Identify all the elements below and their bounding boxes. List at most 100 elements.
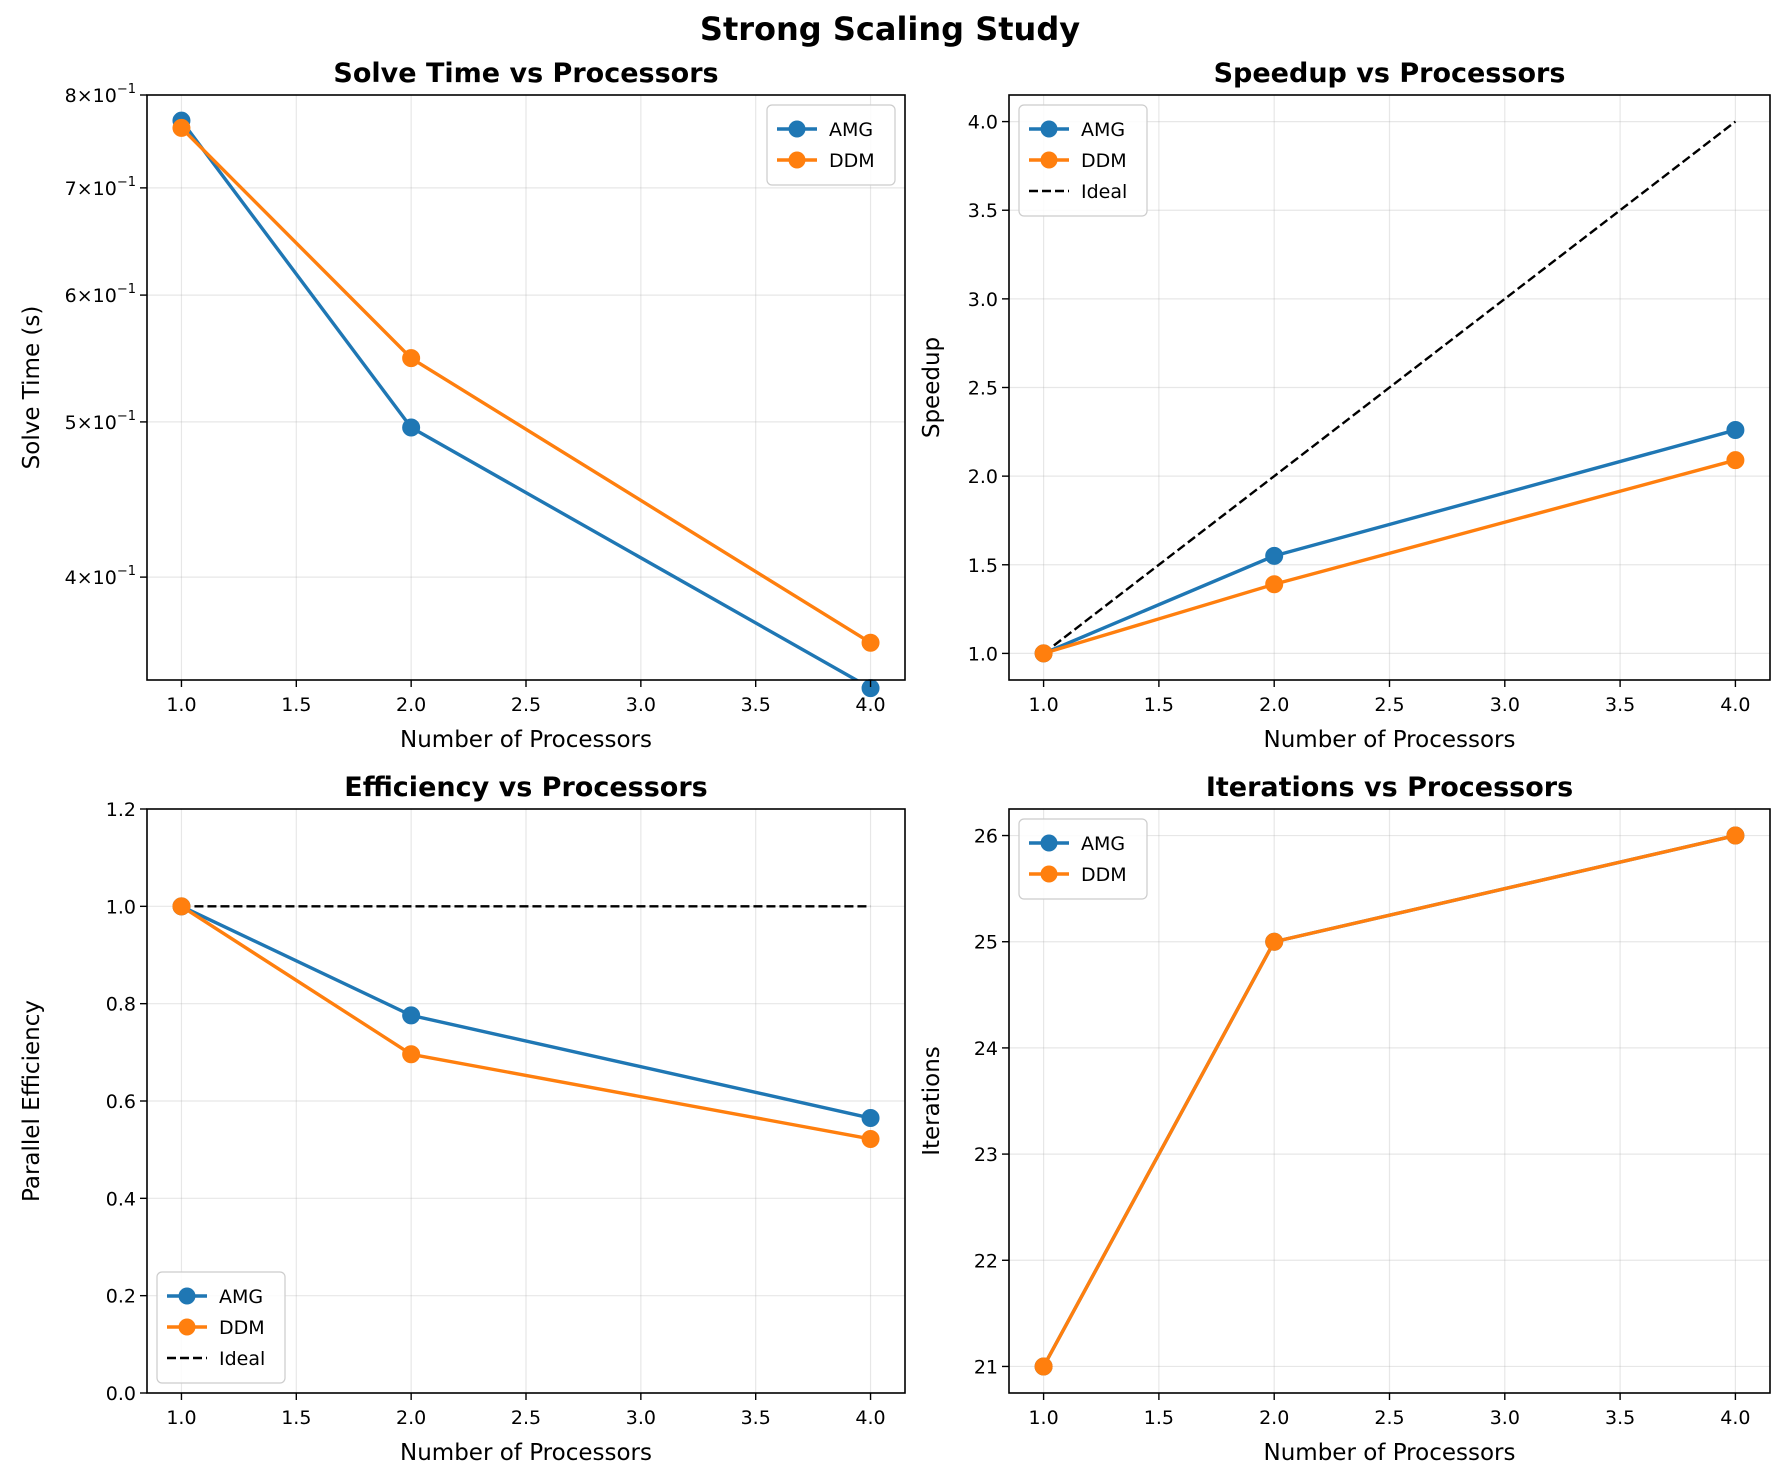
x-tick-label: 3.5 — [1605, 694, 1635, 716]
x-tick-label: 4.0 — [1720, 1407, 1750, 1429]
y-tick-label: 22 — [974, 1250, 998, 1272]
x-tick-label: 1.5 — [1144, 694, 1174, 716]
x-tick-label: 1.0 — [166, 694, 196, 716]
y-tick-label: 0.0 — [106, 1383, 136, 1405]
y-tick-label: 0.6 — [106, 1091, 136, 1113]
legend-label-ddm: DDM — [219, 1317, 265, 1339]
x-tick-label: 2.5 — [1374, 1407, 1404, 1429]
legend-label-ddm: DDM — [1081, 864, 1127, 886]
y-tick-label: 1.0 — [106, 896, 136, 918]
subplots-group: 1.0 1.5 2.0 2.5 3.0 3.5 4.0 4×10−1 5×10−1 6×10−1 7… — [19, 58, 1771, 1466]
y-tick-label: 1.5 — [968, 555, 998, 577]
legend-label-ddm: DDM — [829, 150, 875, 172]
y-tick-label: 24 — [974, 1038, 998, 1060]
y-tick-label: 4.0 — [968, 112, 998, 134]
x-tick-label: 1.5 — [281, 694, 311, 716]
y-tick-label: 0.2 — [106, 1286, 136, 1308]
data-point-ddm — [1034, 644, 1053, 663]
y-tick-label: 1.0 — [968, 643, 998, 665]
x-axis-label: Number of Processors — [1264, 727, 1516, 753]
x-tick-label: 2.0 — [1259, 1407, 1289, 1429]
y-axis-label: Speedup — [919, 337, 945, 438]
x-tick-label: 3.5 — [741, 694, 771, 716]
x-tick-label: 1.0 — [166, 1407, 196, 1429]
x-tick-label: 1.5 — [281, 1407, 311, 1429]
x-tick-label: 3.5 — [1605, 1407, 1635, 1429]
legend-label-ideal: Ideal — [219, 1348, 265, 1370]
y-tick-label: 8×10−1 — [65, 82, 136, 107]
legend-label-amg: AMG — [219, 1286, 263, 1308]
data-point-ddm — [1265, 575, 1284, 594]
x-tick-label: 3.5 — [741, 1407, 771, 1429]
y-tick-label: 6×10−1 — [65, 282, 136, 307]
legend-marker-ddm — [1040, 151, 1058, 169]
figure-title: Strong Scaling Study — [700, 10, 1080, 48]
y-tick-label: 3.0 — [968, 289, 998, 311]
x-tick-label: 1.0 — [1028, 1407, 1058, 1429]
legend-marker-amg — [1040, 120, 1058, 138]
x-axis-label: Number of Processors — [400, 1440, 652, 1466]
data-point-ddm — [861, 1129, 880, 1148]
data-point-ddm — [1726, 826, 1745, 845]
x-tick-label: 3.0 — [626, 694, 656, 716]
subplot-title: Efficiency vs Processors — [344, 772, 707, 803]
x-tick-label: 3.0 — [626, 1407, 656, 1429]
y-tick-label: 21 — [974, 1356, 998, 1378]
plot-p4: 1.0 1.5 2.0 2.5 3.0 3.5 4.0 21 22 23 24 25 26 Iterati… — [919, 772, 1771, 1466]
x-tick-label: 2.0 — [396, 694, 426, 716]
y-tick-label: 23 — [974, 1144, 998, 1166]
legend: AMG DDM — [1018, 818, 1148, 900]
y-tick-label: 0.4 — [106, 1188, 136, 1210]
legend-marker-ddm — [788, 151, 806, 169]
data-point-amg — [402, 1006, 421, 1025]
y-tick-label: 1.2 — [106, 799, 136, 821]
y-tick-label: 25 — [974, 932, 998, 954]
x-tick-label: 2.0 — [396, 1407, 426, 1429]
grid-lines — [1009, 809, 1770, 1393]
data-point-ddm — [1726, 451, 1745, 470]
legend-marker-amg — [178, 1287, 196, 1305]
plot-p2: 1.0 1.5 2.0 2.5 3.0 3.5 4.0 1.0 1.5 2.0 2.5 3.0 3.5 4… — [919, 58, 1771, 753]
legend: AMG DDM Ideal — [156, 1271, 286, 1384]
legend-label-ideal: Ideal — [1081, 181, 1127, 203]
data-point-amg — [402, 418, 421, 437]
legend-label-amg: AMG — [1081, 833, 1125, 855]
x-tick-label: 4.0 — [855, 694, 885, 716]
legend-marker-amg — [1040, 834, 1058, 852]
subplot-title: Speedup vs Processors — [1214, 58, 1566, 89]
legend: AMG DDM Ideal — [1018, 104, 1148, 217]
x-tick-label: 4.0 — [1720, 694, 1750, 716]
x-tick-label: 2.5 — [1374, 694, 1404, 716]
x-tick-label: 1.5 — [1144, 1407, 1174, 1429]
data-point-ddm — [1034, 1357, 1053, 1376]
data-point-amg — [1265, 546, 1284, 565]
data-point-amg — [861, 1109, 880, 1128]
y-tick-label: 2.0 — [968, 466, 998, 488]
y-axis-label: Solve Time (s) — [19, 306, 45, 470]
y-axis-label: Parallel Efficiency — [19, 1000, 45, 1202]
subplot-title: Iterations vs Processors — [1206, 772, 1573, 803]
y-tick-label: 0.8 — [106, 994, 136, 1016]
legend: AMG DDM — [766, 104, 896, 186]
x-tick-label: 4.0 — [855, 1407, 885, 1429]
x-tick-label: 2.5 — [511, 694, 541, 716]
data-point-ddm — [172, 897, 191, 916]
grid-lines — [147, 94, 905, 680]
legend-box — [1018, 818, 1148, 900]
y-tick-label: 2.5 — [968, 378, 998, 400]
data-point-ddm — [402, 349, 421, 368]
x-tick-label: 2.0 — [1259, 694, 1289, 716]
y-tick-label: 3.5 — [968, 200, 998, 222]
legend-label-amg: AMG — [1081, 119, 1125, 141]
y-tick-label: 26 — [974, 826, 998, 848]
legend-marker-amg — [788, 120, 806, 138]
legend-marker-ddm — [178, 1318, 196, 1336]
data-point-ddm — [172, 118, 191, 137]
y-tick-label: 4×10−1 — [65, 564, 136, 589]
y-tick-label: 5×10−1 — [65, 409, 136, 434]
x-tick-label: 1.0 — [1028, 694, 1058, 716]
x-tick-label: 3.0 — [1490, 1407, 1520, 1429]
x-axis-label: Number of Processors — [1264, 1440, 1516, 1466]
data-point-ddm — [861, 633, 880, 652]
legend-label-amg: AMG — [829, 119, 873, 141]
